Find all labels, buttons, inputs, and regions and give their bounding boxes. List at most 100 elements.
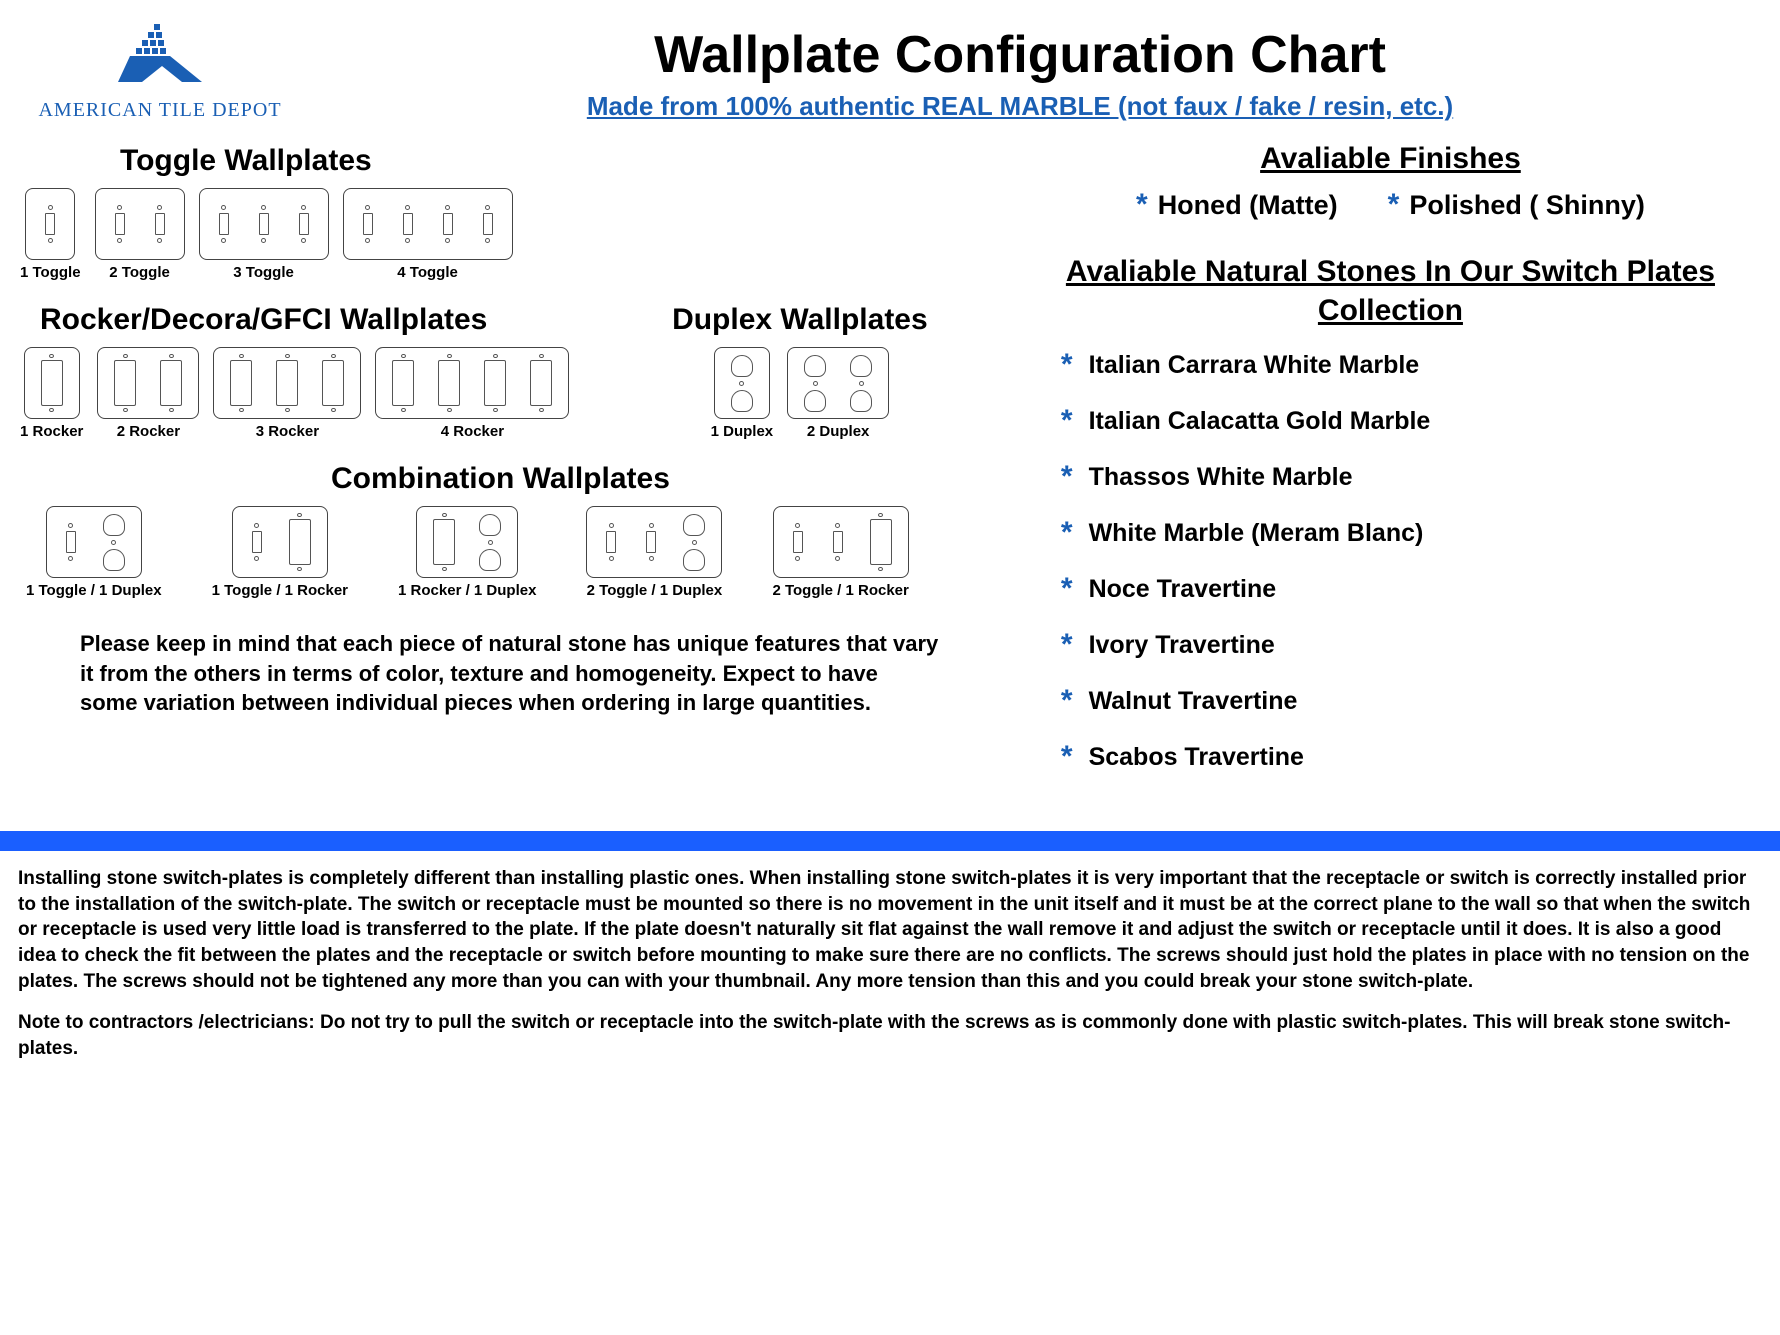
plate-item: 2 Toggle <box>95 188 185 281</box>
toggle-row: 1 Toggle 2 Toggle 3 Toggle 4 Toggle <box>20 188 981 281</box>
divider-bar <box>0 831 1780 851</box>
plate-item: 1 Toggle / 1 Duplex <box>26 506 162 599</box>
wallplate-diagram <box>213 347 361 419</box>
plate-label: 3 Toggle <box>233 264 294 281</box>
plate-label: 2 Duplex <box>807 423 870 440</box>
plate-item: 3 Toggle <box>199 188 329 281</box>
wallplate-diagram <box>586 506 722 578</box>
wallplate-diagram <box>25 188 75 260</box>
plate-item: 2 Toggle / 1 Duplex <box>586 506 722 599</box>
duplex-section: Duplex Wallplates 1 Duplex 2 Duplex <box>619 291 981 450</box>
install-paragraph-1: Installing stone switch-plates is comple… <box>18 866 1762 994</box>
plate-label: 4 Rocker <box>441 423 504 440</box>
plate-label: 2 Toggle <box>109 264 170 281</box>
plate-item: 2 Duplex <box>787 347 889 440</box>
stone-item: * Italian Calacatta Gold Marble <box>1061 404 1760 438</box>
logo-icon <box>110 20 210 95</box>
finish-label: Polished ( Shinny) <box>1409 190 1645 221</box>
wallplate-diagram <box>232 506 328 578</box>
duplex-title: Duplex Wallplates <box>619 303 981 337</box>
finish-item: * Polished ( Shinny) <box>1388 188 1645 222</box>
install-paragraph-2: Note to contractors /electricians: Do no… <box>18 1010 1762 1061</box>
stone-label: White Marble (Meram Blanc) <box>1089 519 1424 548</box>
info-panel: Avaliable Finishes * Honed (Matte) * Polish… <box>1001 132 1760 796</box>
star-icon: * <box>1061 516 1073 550</box>
finish-item: * Honed (Matte) <box>1136 188 1338 222</box>
wallplate-diagram <box>97 347 199 419</box>
plate-item: 3 Rocker <box>213 347 361 440</box>
wallplate-diagram <box>773 506 909 578</box>
stone-label: Ivory Travertine <box>1089 631 1275 660</box>
plate-item: 4 Rocker <box>375 347 569 440</box>
title-block: Wallplate Configuration Chart Made from … <box>290 20 1750 122</box>
stones-title: Avaliable Natural Stones In Our Switch P… <box>1021 252 1760 330</box>
wallplate-diagrams: Toggle Wallplates 1 Toggle 2 Toggle 3 Togg… <box>20 132 1001 796</box>
plate-label: 1 Toggle / 1 Duplex <box>26 582 162 599</box>
star-icon: * <box>1061 684 1073 718</box>
stone-item: * White Marble (Meram Blanc) <box>1061 516 1760 550</box>
plate-label: 1 Toggle / 1 Rocker <box>212 582 348 599</box>
plate-label: 1 Rocker <box>20 423 83 440</box>
plate-label: 1 Duplex <box>711 423 774 440</box>
brand-name: AMERICAN TILE DEPOT <box>38 99 281 122</box>
plate-label: 2 Toggle / 1 Duplex <box>587 582 723 599</box>
finishes-row: * Honed (Matte) * Polished ( Shinny) <box>1021 188 1760 222</box>
stone-label: Thassos White Marble <box>1089 463 1353 492</box>
page-title: Wallplate Configuration Chart <box>290 25 1750 85</box>
finishes-title: Avaliable Finishes <box>1021 142 1760 176</box>
install-instructions: Installing stone switch-plates is comple… <box>0 866 1780 1097</box>
star-icon: * <box>1061 572 1073 606</box>
star-icon: * <box>1061 740 1073 774</box>
star-icon: * <box>1061 348 1073 382</box>
subtitle-link[interactable]: Made from 100% authentic REAL MARBLE (no… <box>587 91 1453 122</box>
stone-item: * Thassos White Marble <box>1061 460 1760 494</box>
stone-item: * Scabos Travertine <box>1061 740 1760 774</box>
plate-item: 1 Rocker <box>20 347 83 440</box>
stone-label: Scabos Travertine <box>1089 743 1304 772</box>
rocker-title: Rocker/Decora/GFCI Wallplates <box>20 303 589 337</box>
finish-label: Honed (Matte) <box>1158 190 1338 221</box>
wallplate-diagram <box>95 188 185 260</box>
toggle-section: Toggle Wallplates 1 Toggle 2 Toggle 3 Togg… <box>20 144 981 281</box>
plate-label: 2 Toggle / 1 Rocker <box>772 582 908 599</box>
plate-label: 1 Rocker / 1 Duplex <box>398 582 536 599</box>
header: AMERICAN TILE DEPOT Wallplate Configurat… <box>0 0 1780 132</box>
plate-label: 2 Rocker <box>117 423 180 440</box>
stone-item: * Ivory Travertine <box>1061 628 1760 662</box>
wallplate-diagram <box>46 506 142 578</box>
star-icon: * <box>1388 188 1400 222</box>
plate-item: 1 Toggle <box>20 188 81 281</box>
combo-section: Combination Wallplates 1 Toggle / 1 Dupl… <box>20 462 981 599</box>
plate-item: 1 Duplex <box>711 347 774 440</box>
rocker-section: Rocker/Decora/GFCI Wallplates 1 Rocker 2 … <box>20 291 589 450</box>
plate-label: 1 Toggle <box>20 264 81 281</box>
toggle-title: Toggle Wallplates <box>20 144 981 178</box>
star-icon: * <box>1061 404 1073 438</box>
plate-label: 4 Toggle <box>397 264 458 281</box>
wallplate-diagram <box>375 347 569 419</box>
stone-label: Italian Carrara White Marble <box>1089 351 1420 380</box>
stone-list: * Italian Carrara White Marble * Italian Ca… <box>1021 348 1760 774</box>
stone-label: Italian Calacatta Gold Marble <box>1089 407 1431 436</box>
plate-label: 3 Rocker <box>256 423 319 440</box>
plate-item: 2 Toggle / 1 Rocker <box>772 506 908 599</box>
plate-item: 4 Toggle <box>343 188 513 281</box>
rocker-row: 1 Rocker 2 Rocker 3 Rocker 4 Rocker <box>20 347 589 440</box>
stone-item: * Noce Travertine <box>1061 572 1760 606</box>
wallplate-diagram <box>343 188 513 260</box>
plate-item: 1 Toggle / 1 Rocker <box>212 506 348 599</box>
star-icon: * <box>1061 628 1073 662</box>
star-icon: * <box>1061 460 1073 494</box>
combo-row: 1 Toggle / 1 Duplex 1 Toggle / 1 Rocker 1 … <box>20 506 981 599</box>
wallplate-diagram <box>24 347 80 419</box>
wallplate-diagram <box>199 188 329 260</box>
wallplate-diagram <box>714 347 770 419</box>
star-icon: * <box>1136 188 1148 222</box>
plate-item: 1 Rocker / 1 Duplex <box>398 506 536 599</box>
stone-label: Noce Travertine <box>1089 575 1277 604</box>
stone-item: * Walnut Travertine <box>1061 684 1760 718</box>
wallplate-diagram <box>416 506 518 578</box>
stone-label: Walnut Travertine <box>1089 687 1298 716</box>
combo-title: Combination Wallplates <box>20 462 981 496</box>
duplex-row: 1 Duplex 2 Duplex <box>619 347 981 440</box>
